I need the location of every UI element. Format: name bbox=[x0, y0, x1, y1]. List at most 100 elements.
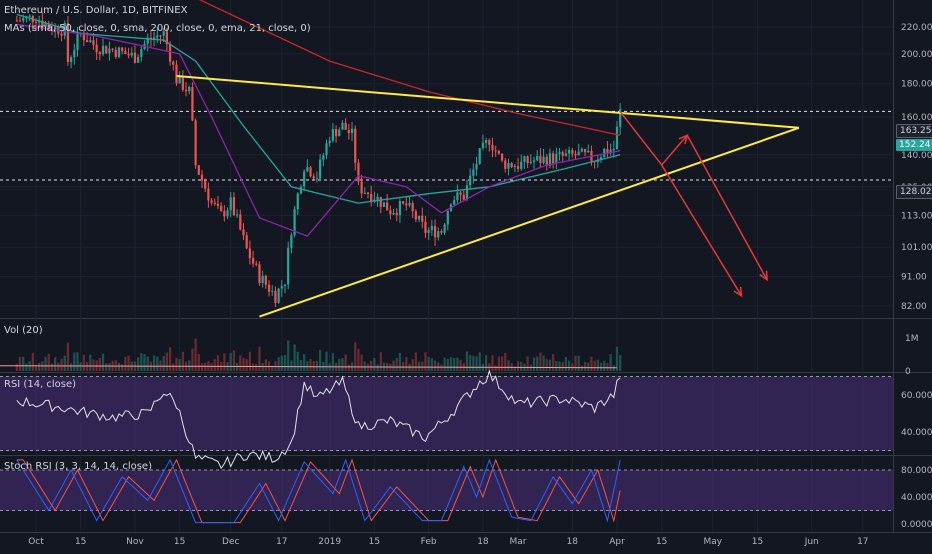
volume-bar bbox=[197, 354, 200, 371]
volume-pane-label[interactable]: Vol (20) bbox=[4, 325, 43, 336]
candle-body bbox=[105, 45, 108, 54]
volume-bar bbox=[309, 358, 312, 371]
candle-body bbox=[370, 193, 373, 202]
volume-bar bbox=[168, 347, 172, 371]
volume-bar bbox=[57, 362, 60, 371]
candle-body bbox=[69, 57, 73, 62]
candle-body bbox=[175, 64, 178, 84]
volume-bar bbox=[261, 363, 264, 371]
x-tick-label: Dec bbox=[222, 537, 239, 547]
candle-body bbox=[283, 284, 287, 286]
volume-bar bbox=[283, 354, 287, 371]
volume-bar bbox=[162, 356, 165, 371]
candle-body bbox=[612, 149, 615, 151]
candle-body bbox=[334, 128, 338, 137]
price-tick-label: 113.00 bbox=[901, 211, 932, 221]
candle-body bbox=[137, 56, 140, 63]
volume-bar bbox=[229, 352, 232, 371]
volume-bar bbox=[430, 358, 433, 371]
candle-body bbox=[545, 156, 548, 166]
volume-bar bbox=[379, 352, 382, 371]
candle-body bbox=[520, 161, 523, 169]
candle-body bbox=[255, 263, 258, 265]
projection-arrowhead bbox=[759, 270, 768, 282]
candle-body bbox=[338, 129, 341, 137]
volume-bar bbox=[287, 340, 290, 371]
candle-body bbox=[101, 45, 105, 55]
candle-body bbox=[242, 229, 245, 236]
candle-body bbox=[500, 153, 504, 161]
candle-body bbox=[344, 122, 347, 130]
triangle-trendline bbox=[176, 74, 800, 129]
candle-body bbox=[220, 205, 223, 212]
price-tick-label: 140.00 bbox=[901, 151, 932, 161]
volume-bar bbox=[255, 363, 258, 371]
x-tick-label: 15 bbox=[174, 537, 185, 547]
volume-bar bbox=[76, 352, 79, 371]
volume-bar bbox=[370, 360, 373, 371]
candle-body bbox=[395, 212, 398, 216]
stoch-d-line bbox=[16, 458, 621, 524]
candle-body bbox=[309, 167, 312, 177]
volume-bar bbox=[73, 352, 76, 371]
candle-body bbox=[561, 152, 564, 156]
volume-bar bbox=[583, 362, 587, 371]
candle-body bbox=[354, 128, 357, 163]
volume-bar bbox=[443, 357, 446, 371]
volume-bar bbox=[303, 354, 306, 371]
volume-bar bbox=[25, 363, 28, 371]
candle-body bbox=[350, 128, 354, 134]
candle-body bbox=[513, 166, 516, 168]
volume-bar bbox=[69, 363, 73, 371]
candle-body bbox=[462, 194, 465, 200]
volume-bar bbox=[574, 355, 577, 371]
volume-bar bbox=[274, 361, 277, 371]
candle-body bbox=[267, 284, 271, 292]
volume-bar bbox=[421, 361, 424, 371]
volume-bar bbox=[140, 352, 143, 371]
candle-body bbox=[312, 176, 315, 179]
volume-bar bbox=[338, 358, 341, 371]
stoch-tick-label: 40.0000 bbox=[901, 493, 932, 503]
candle-body bbox=[299, 186, 303, 194]
candle-body bbox=[398, 201, 402, 216]
candle-body bbox=[376, 196, 379, 200]
candle-body bbox=[34, 22, 38, 24]
projection-arrow bbox=[661, 164, 743, 297]
stoch-pane-label[interactable]: Stoch RSI (3, 3, 14, 14, close) bbox=[4, 461, 152, 472]
volume-bar bbox=[373, 357, 376, 371]
volume-bar bbox=[188, 360, 191, 371]
volume-bar bbox=[539, 352, 542, 371]
candle-body bbox=[92, 40, 95, 45]
candle-body bbox=[168, 44, 172, 62]
volume-bar bbox=[175, 357, 178, 371]
volume-bar bbox=[146, 356, 149, 371]
volume-bar bbox=[156, 356, 159, 371]
candle-body bbox=[85, 40, 89, 43]
rsi-pane-label[interactable]: RSI (14, close) bbox=[4, 379, 77, 390]
rsi-tick-label: 60.0000 bbox=[901, 391, 932, 401]
volume-bar bbox=[414, 352, 418, 371]
volume-bar bbox=[38, 362, 41, 371]
price-tick-label: 101.00 bbox=[901, 243, 932, 253]
candle-body bbox=[54, 26, 57, 32]
candle-body bbox=[504, 160, 507, 169]
candle-body bbox=[15, 20, 18, 22]
volume-bar bbox=[22, 356, 25, 371]
candle-body bbox=[347, 129, 350, 134]
projection-arrowhead bbox=[733, 286, 743, 298]
candle-body bbox=[475, 164, 478, 170]
volume-bar bbox=[50, 363, 54, 371]
candle-body bbox=[548, 153, 552, 166]
rsi-band bbox=[0, 376, 893, 451]
candle-body bbox=[571, 150, 574, 154]
indicator-legend[interactable]: MAs (sma, 50, close, 0, sma, 200, close,… bbox=[4, 23, 311, 34]
volume-bar bbox=[344, 354, 347, 371]
rsi-line bbox=[16, 369, 621, 470]
candle-body bbox=[47, 23, 50, 30]
x-tick-label: May bbox=[703, 537, 722, 547]
volume-bar bbox=[63, 355, 66, 371]
x-tick-label: Mar bbox=[510, 537, 527, 547]
candle-body bbox=[322, 155, 325, 160]
volume-bar bbox=[606, 362, 609, 371]
